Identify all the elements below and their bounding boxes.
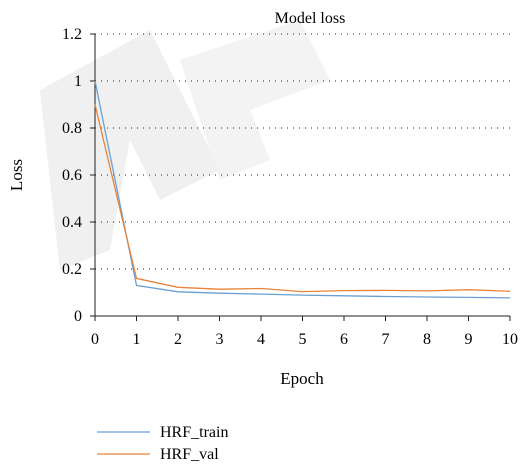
x-tick-label: 7 xyxy=(382,331,390,348)
x-tick-label: 4 xyxy=(257,331,265,348)
x-axis-label: Epoch xyxy=(280,369,324,388)
watermark-shape xyxy=(40,30,220,270)
x-tick-label: 6 xyxy=(340,331,348,348)
y-tick-label: 0.8 xyxy=(62,120,82,137)
legend-label: HRF_val xyxy=(160,446,219,463)
x-tick-label: 3 xyxy=(216,331,224,348)
x-tick-label: 9 xyxy=(465,331,473,348)
y-tick-label: 0 xyxy=(74,308,82,325)
y-tick-label: 1.2 xyxy=(62,26,82,43)
series-line-hrf-train xyxy=(94,80,511,299)
x-tick-label: 8 xyxy=(423,331,431,348)
watermark xyxy=(40,20,330,270)
y-tick-label: 0.2 xyxy=(62,261,82,278)
series-line-hrf-val xyxy=(94,104,511,293)
y-tick-label: 0.4 xyxy=(62,214,82,231)
legend: HRF_train HRF_val xyxy=(97,424,228,463)
tick-labels: 0 0.2 0.4 0.6 0.8 1 1.2 0 1 2 3 4 5 6 7 8 9 10 xyxy=(62,26,518,348)
x-tick-label: 1 xyxy=(133,331,141,348)
y-tick-label: 0.6 xyxy=(62,167,82,184)
x-tick-label: 5 xyxy=(299,331,307,348)
x-tick-label: 0 xyxy=(91,331,99,348)
watermark-shape xyxy=(180,20,330,180)
series-lines xyxy=(94,80,511,299)
y-tick-label: 1 xyxy=(74,73,82,90)
x-tick-label: 10 xyxy=(502,331,518,348)
legend-label: HRF_train xyxy=(160,424,228,441)
x-tick-label: 2 xyxy=(174,331,182,348)
chart-title: Model loss xyxy=(275,10,346,27)
y-axis-label: Loss xyxy=(7,159,26,191)
